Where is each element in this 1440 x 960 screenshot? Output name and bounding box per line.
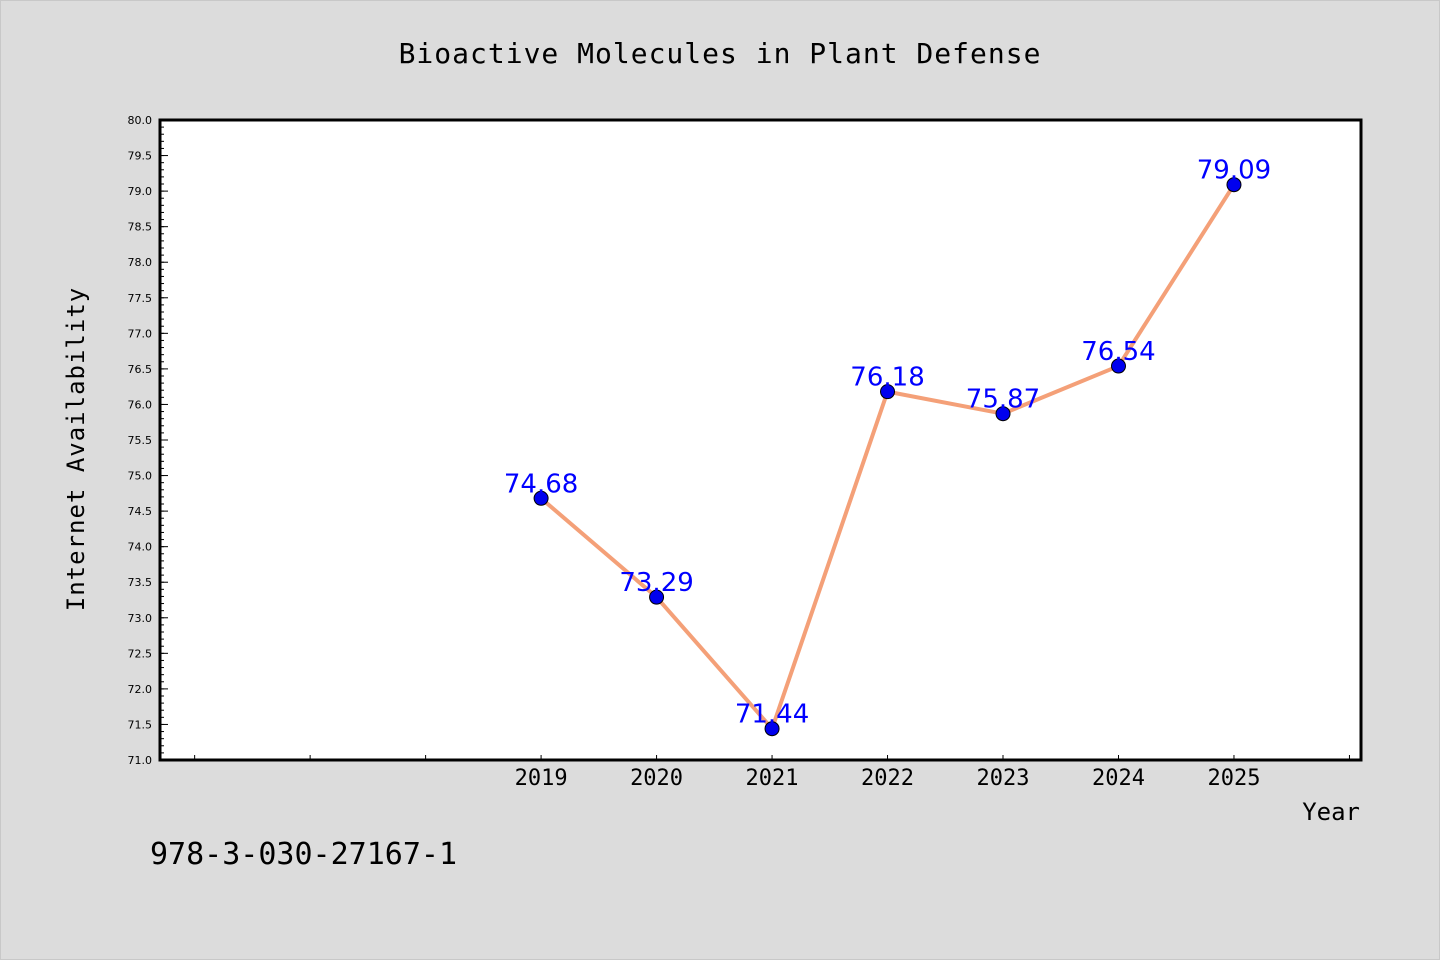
x-tick-label: 2019 — [515, 766, 568, 791]
x-tick-label: 2023 — [977, 766, 1030, 791]
y-tick-label: 74.5 — [128, 505, 153, 518]
y-tick-label: 71.0 — [128, 754, 153, 767]
data-label: 74.68 — [504, 469, 578, 499]
plot-area — [158, 118, 1363, 762]
x-tick-label: 2025 — [1207, 766, 1260, 791]
x-tick-label: 2020 — [630, 766, 683, 791]
data-label: 75.87 — [966, 385, 1040, 415]
x-tick-label: 2024 — [1092, 766, 1145, 791]
y-tick-label: 77.0 — [128, 327, 153, 340]
data-label: 79.09 — [1197, 156, 1271, 186]
y-axis-label: Internet Availability — [62, 287, 90, 611]
x-tick-label: 2021 — [746, 766, 799, 791]
data-point — [764, 721, 780, 737]
y-tick-label: 72.0 — [128, 683, 153, 696]
y-tick-label: 78.0 — [128, 256, 153, 269]
series-group: 74.68 73.29 71.44 76.18 75.87 76.54 79.09 — [504, 156, 1271, 737]
y-tick-label: 76.5 — [128, 363, 153, 376]
y-axis: 71.0 71.5 72.0 72.5 73.0 73.5 74.0 74.5 75.0 75.5… — [128, 114, 168, 767]
data-label: 71.44 — [735, 700, 809, 730]
data-point — [995, 406, 1011, 422]
data-point — [533, 490, 549, 506]
data-label: 76.18 — [850, 363, 924, 393]
y-tick-label: 71.5 — [128, 718, 153, 731]
data-point — [649, 589, 665, 605]
data-label: 73.29 — [619, 568, 693, 598]
x-axis: 2019 2020 2021 2022 2023 2024 2025 — [194, 755, 1350, 791]
y-tick-label: 80.0 — [128, 114, 153, 127]
y-tick-label: 79.0 — [128, 185, 153, 198]
y-tick-label: 74.0 — [128, 541, 153, 554]
y-tick-label: 73.5 — [128, 576, 153, 589]
y-tick-label: 79.5 — [128, 150, 153, 163]
y-tick-label: 77.5 — [128, 292, 153, 305]
y-tick-label: 75.5 — [128, 434, 153, 447]
data-point — [1226, 177, 1242, 193]
y-tick-label: 78.5 — [128, 221, 153, 234]
x-tick-label: 2022 — [861, 766, 914, 791]
data-label: 76.54 — [1081, 337, 1155, 367]
isbn-text: 978-3-030-27167-1 — [150, 837, 457, 872]
x-axis-label: Year — [1302, 798, 1360, 826]
data-point — [880, 384, 896, 400]
y-tick-label: 75.0 — [128, 470, 153, 483]
chart-title: Bioactive Molecules in Plant Defense — [399, 37, 1042, 70]
y-tick-label: 73.0 — [128, 612, 153, 625]
y-tick-label: 72.5 — [128, 647, 153, 660]
data-point — [1110, 358, 1126, 374]
y-tick-label: 76.0 — [128, 398, 153, 411]
